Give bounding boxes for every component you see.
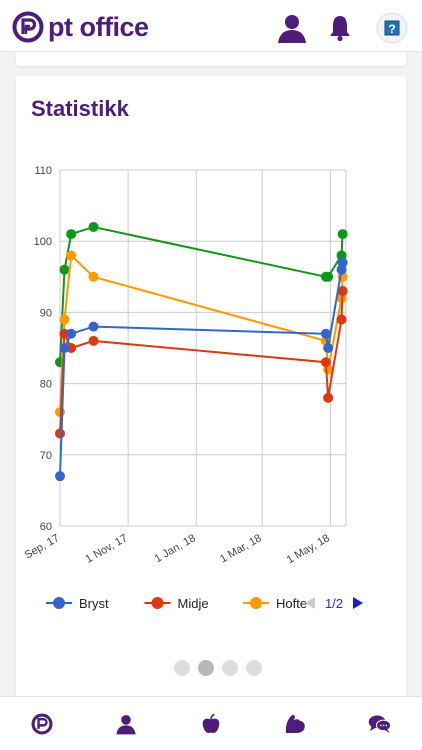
profile-button[interactable] bbox=[276, 12, 308, 44]
previous-card-edge bbox=[16, 52, 406, 66]
user-icon bbox=[278, 15, 306, 43]
bell-icon bbox=[330, 16, 350, 42]
series-hofte bbox=[55, 250, 348, 418]
help-icon: ? bbox=[376, 12, 408, 44]
y-tick-label: 60 bbox=[40, 521, 52, 533]
data-point[interactable] bbox=[55, 428, 65, 439]
nav-messages[interactable] bbox=[365, 709, 395, 739]
legend-swatch-dot bbox=[53, 597, 65, 609]
nav-profile[interactable] bbox=[111, 709, 141, 739]
app-logo[interactable]: pt office bbox=[12, 11, 149, 43]
x-tick-label: 1 Jan, 18 bbox=[153, 532, 198, 565]
pt-office-logo-icon bbox=[31, 713, 53, 735]
data-point[interactable] bbox=[55, 471, 65, 482]
statistics-card: Statistikk 60 70 80 90 100 110 Sep, 17 1 Nov, … bbox=[16, 76, 406, 706]
x-tick-label: 1 Nov, 17 bbox=[84, 532, 130, 566]
nav-home[interactable] bbox=[27, 709, 57, 739]
y-tick-label: 70 bbox=[40, 450, 52, 462]
data-point[interactable] bbox=[320, 328, 331, 339]
apple-icon bbox=[202, 713, 220, 734]
legend-swatch-dot bbox=[250, 597, 262, 609]
pager-dot[interactable] bbox=[198, 660, 214, 676]
pager-dot[interactable] bbox=[174, 660, 190, 676]
y-tick-label: 100 bbox=[34, 236, 52, 248]
legend-pager: 1/2 bbox=[305, 596, 363, 611]
data-point[interactable] bbox=[66, 250, 77, 261]
data-point[interactable] bbox=[88, 221, 99, 232]
legend-prev-icon[interactable] bbox=[305, 597, 315, 609]
data-point[interactable] bbox=[66, 328, 77, 339]
user-icon bbox=[116, 715, 136, 735]
card-title: Statistikk bbox=[31, 96, 129, 121]
legend-item[interactable]: Hofte bbox=[243, 596, 307, 611]
series-unnamed bbox=[55, 221, 348, 368]
chart-pager bbox=[174, 660, 262, 676]
bottom-navigation bbox=[0, 696, 422, 750]
help-button[interactable]: ? bbox=[376, 12, 408, 44]
data-point[interactable] bbox=[323, 343, 334, 353]
data-point[interactable] bbox=[337, 229, 348, 240]
pt-office-logo-icon bbox=[12, 11, 44, 43]
svg-text:?: ? bbox=[388, 22, 395, 36]
series-midje bbox=[55, 286, 348, 439]
app-name: pt office bbox=[48, 11, 149, 42]
legend-label: Midje bbox=[178, 596, 209, 611]
legend-page-label: 1/2 bbox=[325, 596, 343, 611]
data-point[interactable] bbox=[337, 286, 348, 297]
data-point[interactable] bbox=[88, 321, 99, 332]
y-tick-label: 90 bbox=[40, 307, 52, 319]
legend-swatch-dot bbox=[151, 597, 164, 609]
data-point[interactable] bbox=[88, 271, 99, 282]
chat-bubbles-icon bbox=[368, 715, 392, 734]
nav-training[interactable] bbox=[280, 709, 310, 739]
series-line bbox=[59, 262, 344, 477]
legend-label: Hofte bbox=[276, 596, 307, 611]
pager-dot[interactable] bbox=[222, 660, 238, 676]
data-point[interactable] bbox=[66, 229, 77, 240]
top-bar: pt office ? bbox=[0, 0, 422, 52]
series-bryst bbox=[55, 257, 348, 482]
pager-dot[interactable] bbox=[246, 660, 262, 676]
data-point[interactable] bbox=[336, 314, 347, 325]
flexed-arm-icon bbox=[285, 714, 305, 733]
x-tick-label: 1 Mar, 18 bbox=[218, 532, 264, 565]
notifications-button[interactable] bbox=[324, 12, 356, 44]
nav-nutrition[interactable] bbox=[196, 709, 226, 739]
data-point[interactable] bbox=[59, 314, 70, 325]
data-point[interactable] bbox=[59, 343, 70, 353]
legend-item[interactable]: Bryst bbox=[46, 596, 109, 611]
data-point[interactable] bbox=[59, 264, 70, 275]
statistics-chart: 60 70 80 90 100 110 Sep, 17 1 Nov, 17 1 Jan, 18… bbox=[23, 165, 363, 611]
legend-next-icon[interactable] bbox=[353, 597, 363, 609]
data-point[interactable] bbox=[323, 392, 334, 403]
legend-item[interactable]: Midje bbox=[144, 596, 209, 611]
y-tick-label: 80 bbox=[40, 379, 52, 391]
x-tick-label: 1 May, 18 bbox=[285, 532, 332, 566]
y-tick-label: 110 bbox=[34, 165, 52, 177]
data-point[interactable] bbox=[320, 357, 331, 368]
x-tick-label: Sep, 17 bbox=[23, 532, 62, 561]
data-point[interactable] bbox=[337, 257, 348, 268]
data-point[interactable] bbox=[88, 335, 99, 346]
data-point[interactable] bbox=[323, 271, 334, 282]
legend-label: Bryst bbox=[79, 596, 109, 611]
series-line bbox=[59, 253, 344, 413]
